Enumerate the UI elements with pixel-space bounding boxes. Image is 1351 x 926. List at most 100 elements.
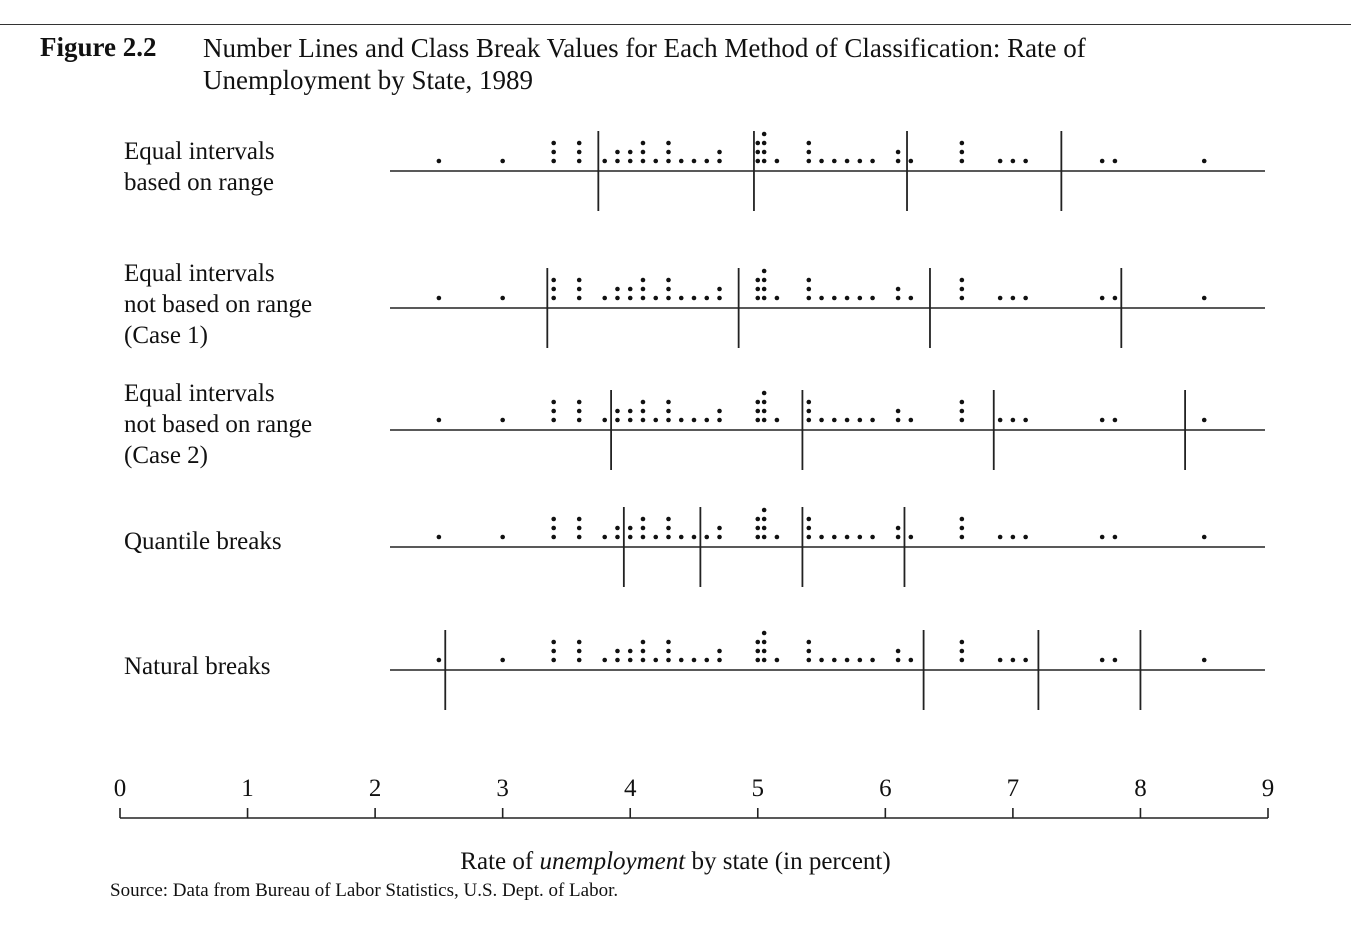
data-point [627,534,633,540]
data-point [755,657,761,663]
data-point [640,639,646,645]
data-point [627,286,633,292]
data-point [640,657,646,663]
data-point [500,534,505,540]
data-point [761,534,767,540]
data-point [627,408,633,414]
data-point [551,158,556,164]
data-point [1201,657,1207,663]
data-point [666,408,671,414]
x-tick-label: 2 [369,775,382,802]
row-label: Equal intervals not based on range (Case 2… [124,378,312,471]
data-point [691,158,697,164]
data-point [761,648,767,654]
data-point [806,657,812,663]
data-point [1112,417,1118,423]
data-point [959,277,965,283]
data-point [615,525,620,531]
data-point [857,657,863,663]
x-tick-label: 3 [496,775,509,802]
data-point [640,158,646,164]
data-point [774,158,780,164]
data-point [602,295,608,301]
data-point [1023,417,1028,423]
data-point [640,648,646,654]
data-point [908,417,914,423]
data-point [1112,295,1118,301]
data-point [761,507,767,513]
data-point [959,639,965,645]
data-point [755,286,761,292]
data-point [895,158,901,164]
data-point [436,158,442,164]
data-point [806,648,812,654]
row-label-line: Equal intervals [124,380,275,407]
data-point [717,648,722,654]
data-point [691,417,697,423]
data-point [819,417,824,423]
data-point [627,525,633,531]
data-point [627,417,633,423]
data-point [500,295,505,301]
data-point [551,295,556,301]
data-point [755,516,761,522]
data-point [666,149,671,155]
data-point [436,534,442,540]
data-point [755,648,761,654]
data-point [806,286,812,292]
data-point [640,295,646,301]
data-point [691,295,697,301]
data-point [640,277,646,283]
data-point [1112,158,1118,164]
data-point [1112,657,1118,663]
data-point [761,408,767,414]
data-point [755,295,761,301]
data-point [1201,295,1207,301]
data-point [761,140,767,146]
data-point [576,417,582,423]
data-point [1010,158,1016,164]
data-point [870,158,875,164]
data-point [704,417,710,423]
data-point [717,408,722,414]
data-point [870,657,875,663]
data-point [717,657,722,663]
data-point [615,657,620,663]
data-point [895,657,901,663]
data-point [666,648,671,654]
data-point [857,534,863,540]
data-point [806,277,812,283]
data-point [755,149,761,155]
data-point [1010,657,1016,663]
data-point [704,295,710,301]
data-point [551,534,556,540]
data-point [761,158,767,164]
data-point [640,149,646,155]
row-label-line: Natural breaks [124,653,271,680]
data-point [551,286,556,292]
data-point [640,525,646,531]
data-point [844,295,850,301]
data-point [806,158,812,164]
data-point [870,534,875,540]
data-point [908,657,914,663]
data-point [895,417,901,423]
data-point [627,158,633,164]
data-point [895,525,901,531]
data-point [551,149,556,155]
data-point [500,417,505,423]
data-point [615,286,620,292]
data-point [908,295,914,301]
data-point [806,417,812,423]
data-point [615,295,620,301]
data-point [997,295,1003,301]
data-point [755,417,761,423]
data-point [678,295,684,301]
data-point [761,657,767,663]
data-point [1099,417,1105,423]
data-point [576,140,582,146]
data-point [774,534,780,540]
x-axis-title: Rate of unemployment by state (in percen… [0,848,1351,876]
data-point [806,516,812,522]
data-point [653,534,659,540]
